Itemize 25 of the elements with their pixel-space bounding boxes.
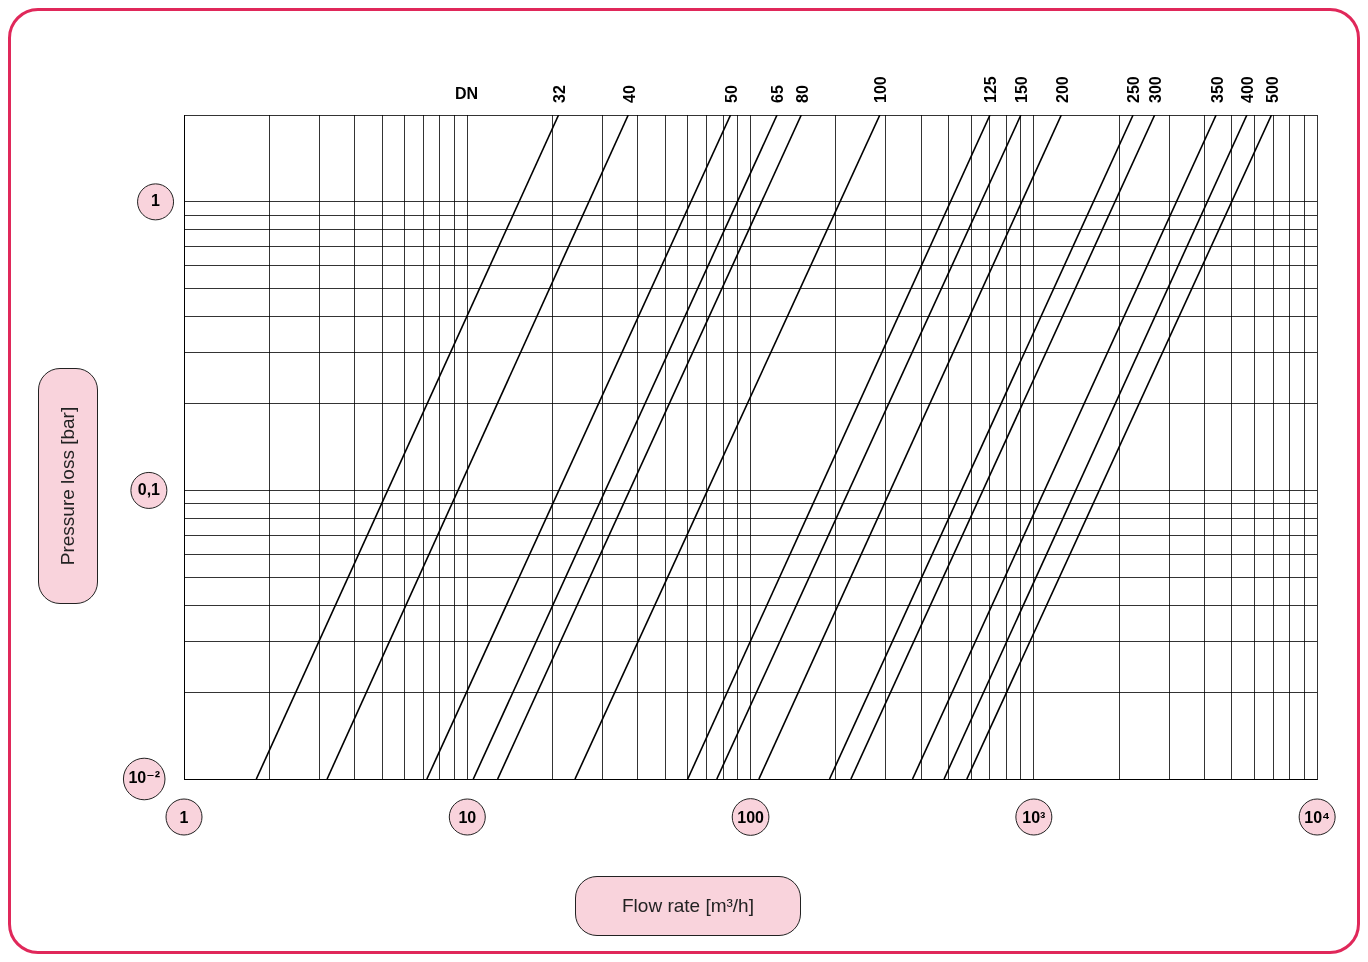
text: 32 xyxy=(550,85,568,103)
y-axis-title: Pressure loss [bar] xyxy=(57,406,79,566)
text: 100 xyxy=(872,76,890,103)
text: 250 xyxy=(1125,76,1143,103)
text: 80 xyxy=(793,85,811,103)
text: 300 xyxy=(1147,76,1165,103)
x-tick-label: 1 xyxy=(179,809,189,827)
y-tick-label: 10⁻² xyxy=(128,769,160,787)
x-tick-label: 10³ xyxy=(1022,809,1046,827)
text: 350 xyxy=(1208,76,1226,103)
text: 65 xyxy=(769,85,787,103)
text: 40 xyxy=(620,85,638,103)
legend-title: DN xyxy=(455,85,479,102)
x-tick-label: 10⁴ xyxy=(1304,809,1331,827)
text: 400 xyxy=(1239,76,1257,103)
x-axis-title: Flow rate [m³/h] xyxy=(575,876,801,936)
x-tick-label: 10 xyxy=(458,809,477,827)
text: 200 xyxy=(1053,76,1071,103)
y-tick-label: 1 xyxy=(151,192,161,210)
text: 150 xyxy=(1013,76,1031,103)
text: 50 xyxy=(722,85,740,103)
text: 125 xyxy=(982,76,1000,103)
y-tick-label: 0,1 xyxy=(137,480,161,498)
x-tick-label: 100 xyxy=(737,809,765,827)
text: 500 xyxy=(1263,76,1281,103)
